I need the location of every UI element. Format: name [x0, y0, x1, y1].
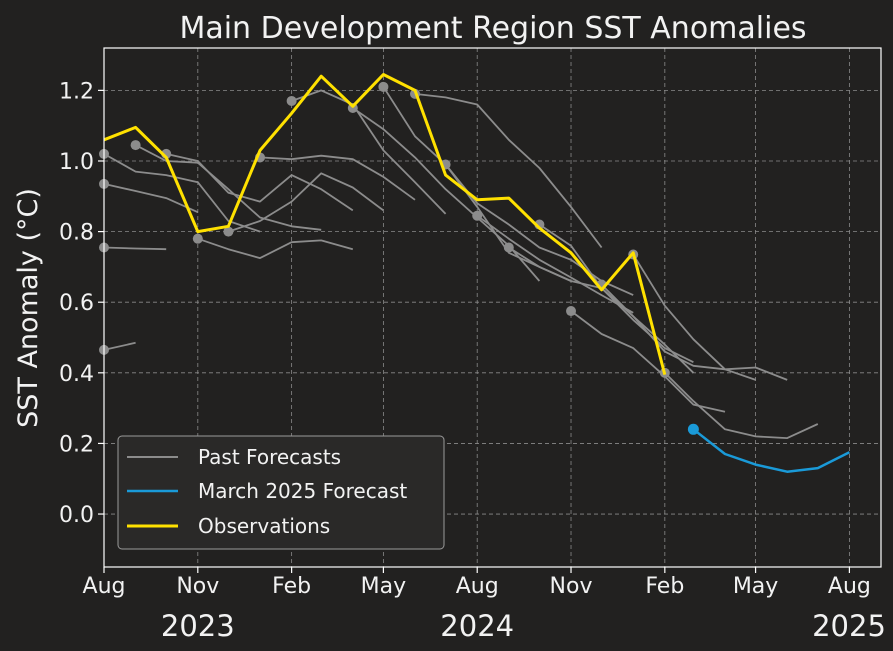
- past-forecast-line: [538, 223, 695, 374]
- x-tick-label: Feb: [272, 574, 311, 599]
- observations-line: [103, 73, 667, 375]
- past-forecast-start-point: [130, 140, 141, 151]
- past-forecast-start-point: [503, 242, 514, 253]
- y-tick-label: 0.2: [59, 432, 94, 457]
- march-2025-forecast-line: [692, 428, 850, 473]
- x-year-label: 2025: [812, 609, 886, 643]
- past-forecast-line: [259, 154, 416, 201]
- legend: Past Forecasts March 2025 Forecast Obser…: [117, 435, 445, 550]
- past-forecast-line: [600, 283, 756, 381]
- x-tick-label: Aug: [828, 574, 871, 599]
- legend-label-observations: Observations: [198, 514, 330, 538]
- observations-series: [103, 73, 667, 375]
- past-forecast-line: [103, 183, 199, 214]
- past-forecast-line: [476, 214, 634, 314]
- y-tick-label: 0.6: [59, 291, 94, 316]
- y-axis-label: SST Anomaly (°C): [13, 188, 44, 428]
- x-year-label: 2024: [440, 609, 514, 643]
- past-forecast-line: [197, 237, 354, 259]
- x-tick-label: Nov: [176, 574, 219, 599]
- past-forecast-line: [103, 153, 261, 233]
- y-tick-label: 0.4: [59, 362, 94, 387]
- y-tick-label: 0.8: [59, 221, 94, 246]
- past-forecast-line: [103, 246, 167, 251]
- x-year-label: 2023: [161, 609, 235, 643]
- y-tick-label: 1.0: [59, 150, 94, 175]
- past-forecast-start-point: [472, 210, 483, 221]
- x-tick-label: Nov: [550, 574, 593, 599]
- x-tick-label: May: [361, 574, 406, 599]
- y-tick-label: 1.2: [59, 79, 94, 104]
- past-forecast-start-point: [286, 95, 297, 106]
- legend-label-march-2025-forecast: March 2025 Forecast: [198, 479, 407, 503]
- chart-title: Main Development Region SST Anomalies: [179, 11, 806, 46]
- legend-label-past-forecasts: Past Forecasts: [198, 445, 341, 469]
- past-forecast-line: [291, 89, 447, 215]
- y-tick-label: 0.0: [59, 503, 94, 528]
- past-forecast-line: [103, 341, 136, 351]
- past-forecast-start-point: [223, 226, 234, 237]
- past-forecast-start-point: [566, 306, 577, 317]
- x-tick-label: Feb: [645, 574, 684, 599]
- x-tick-label: Aug: [456, 574, 499, 599]
- axes: 0.0 0.2 0.4 0.6 0.8 1.0 1.2 Aug Nov Feb May Aug Nov F…: [59, 47, 886, 643]
- past-forecast-start-point: [378, 81, 389, 92]
- march-2025-forecast-start-point: [687, 423, 699, 435]
- past-forecast-line: [414, 93, 603, 249]
- past-forecast-start-point: [192, 233, 203, 244]
- legend-box: [117, 435, 445, 550]
- march-2025-forecast-series: [687, 423, 850, 473]
- x-tick-label: May: [733, 574, 778, 599]
- past-forecast-line: [632, 254, 788, 381]
- past-forecast-line: [664, 372, 819, 439]
- past-forecast-line: [166, 153, 354, 212]
- x-tick-label: Aug: [83, 574, 126, 599]
- plot-frame: [103, 47, 882, 568]
- past-forecast-line: [228, 172, 384, 233]
